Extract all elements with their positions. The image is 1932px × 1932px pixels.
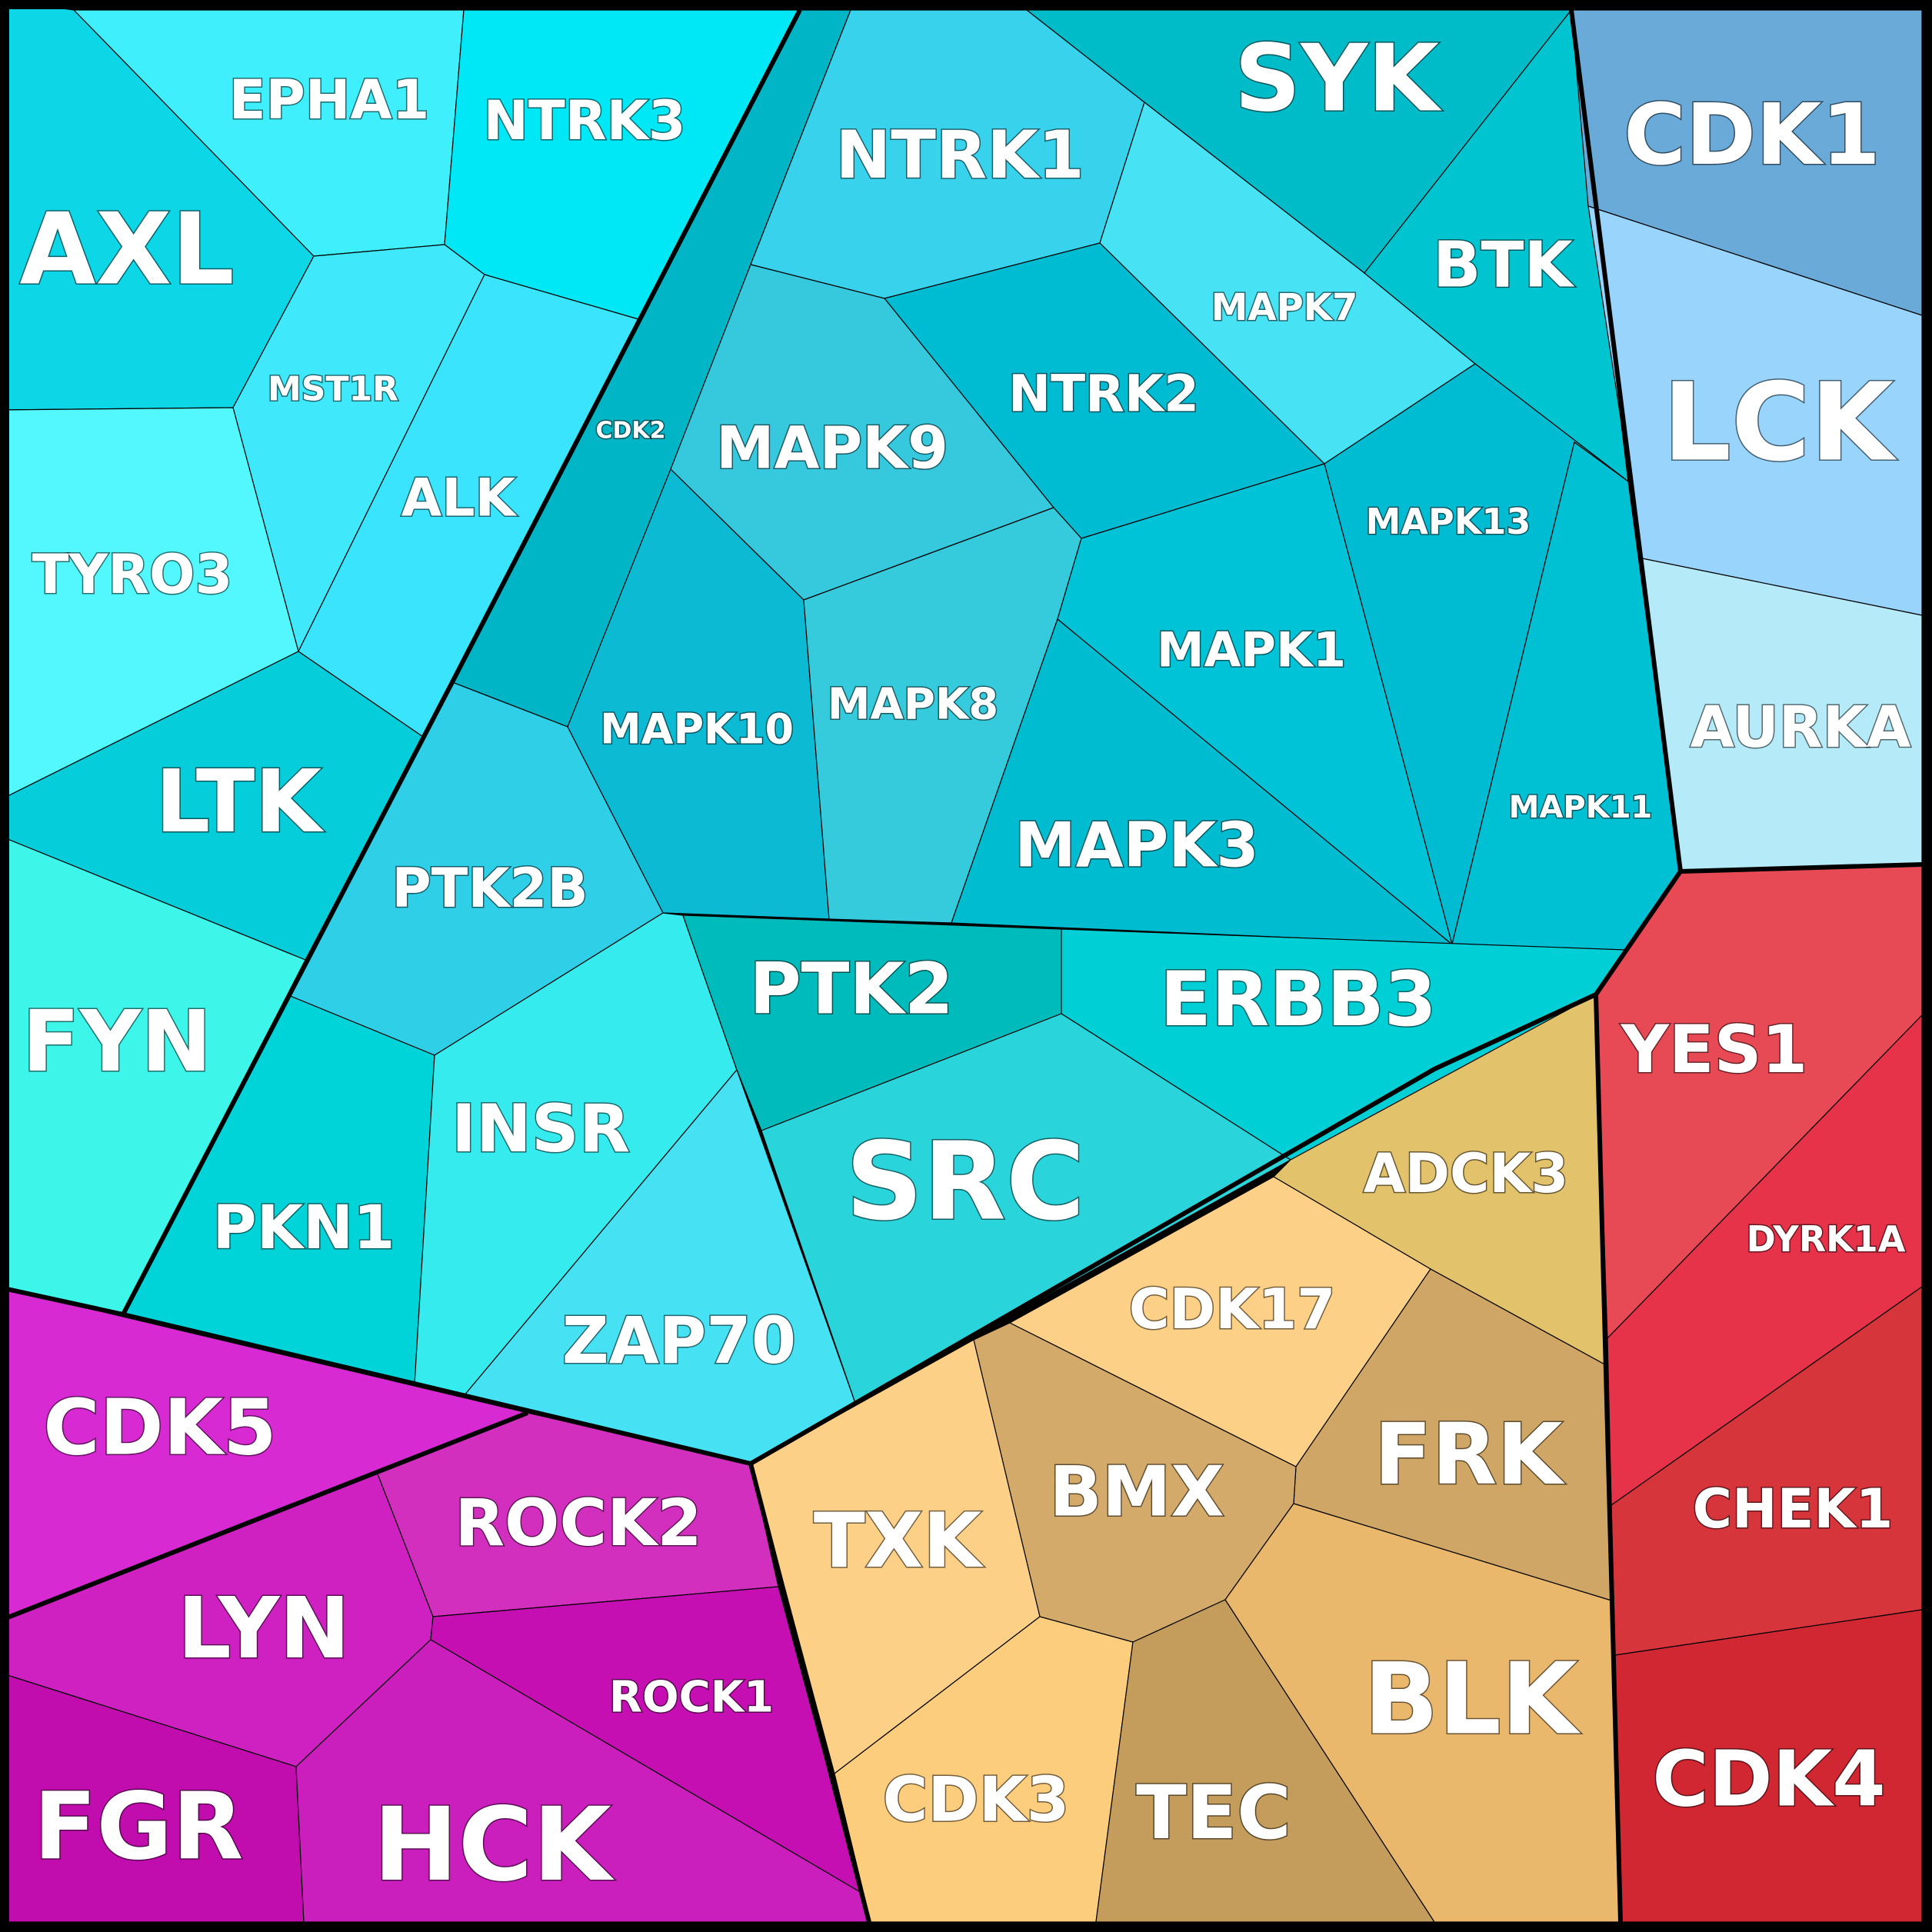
cell-label-aurka: AURKA [1690, 695, 1911, 761]
cell-label-tyro3: TYRO3 [32, 543, 233, 606]
group-border-line [122, 1312, 751, 1466]
cell-label-mapk9: MAPK9 [716, 414, 948, 482]
cell-tec [1095, 1599, 1436, 1923]
cell-label-mapk10: MAPK10 [600, 705, 794, 754]
cell-label-epha1: EPHA1 [229, 68, 430, 132]
cell-label-cdk4: CDK4 [1652, 1734, 1885, 1824]
cell-label-txk: TXK [814, 1497, 984, 1585]
cell-label-fgr: FGR [34, 1774, 244, 1881]
cell-blk [1224, 1503, 1621, 1923]
cell-label-ltk: LTK [155, 752, 325, 852]
cell-label-src: SRC [845, 1120, 1084, 1245]
cell-label-hck: HCK [373, 1786, 615, 1904]
cell-label-cdk5: CDK5 [43, 1383, 276, 1473]
cell-label-axl: AXL [19, 193, 234, 308]
cell-label-ptk2b: PTK2B [391, 857, 588, 920]
cell-label-rock2: ROCK2 [455, 1485, 701, 1561]
group-border-line [0, 1411, 529, 1623]
cell-label-mapk3: MAPK3 [1014, 810, 1259, 881]
cell-label-ptk2: PTK2 [749, 948, 954, 1031]
cell-mapk3 [951, 618, 1454, 945]
cell-label-ntrk1: NTRK1 [835, 117, 1084, 194]
group-borders [0, 8, 1923, 1923]
cell-label-mapk1: MAPK1 [1157, 622, 1346, 678]
cell-label-cdk1: CDK1 [1624, 85, 1880, 184]
cell-label-lyn: LYN [178, 1579, 351, 1677]
cell-label-btk: BTK [1433, 229, 1575, 302]
cell-label-mst1r: MST1R [268, 370, 398, 409]
cell-mapk10 [567, 468, 830, 920]
cell-label-adck3: ADCK3 [1364, 1142, 1569, 1205]
group-border-line [748, 1463, 871, 1923]
cell-label-rock1: ROCK1 [609, 1673, 774, 1723]
group-border-line [1680, 862, 1923, 874]
cell-label-mapk8: MAPK8 [828, 680, 998, 730]
cell-label-syk: SYK [1234, 26, 1442, 133]
cell-label-tec: TEC [1136, 1770, 1291, 1856]
labels-layer: AXL EPHA1 NTRK3 MST1R ALK TYRO3 LTK FYN CDK2 NTRK… [18, 25, 1912, 1906]
cell-label-ntrk3: NTRK3 [483, 89, 685, 152]
cell-label-blk: BLK [1364, 1643, 1581, 1757]
cell-label-mapk11: MAPK11 [1509, 790, 1653, 825]
cell-label-dyrk1a: DYRK1A [1747, 1218, 1906, 1260]
cell-label-cdk17: CDK17 [1129, 1277, 1336, 1341]
cell-label-erbb3: ERBB3 [1160, 956, 1437, 1044]
cell-label-mapk7: MAPK7 [1211, 286, 1358, 329]
cell-label-alk: ALK [401, 468, 518, 529]
cell-label-lck: LCK [1663, 361, 1897, 486]
cell-label-chek1: CHEK1 [1693, 1477, 1894, 1541]
cell-label-insr: INSR [451, 1091, 630, 1168]
cell-label-ntrk2: NTRK2 [1008, 365, 1199, 424]
cell-label-pkn1: PKN1 [212, 1194, 395, 1263]
cell-label-zap70: ZAP70 [562, 1303, 796, 1378]
cell-label-cdk3: CDK3 [883, 1764, 1070, 1836]
cell-label-yes1: YES1 [1621, 1011, 1808, 1088]
cell-label-cdk2: CDK2 [595, 418, 665, 445]
group-border-line [1594, 994, 1623, 1923]
cell-label-bmx: BMX [1049, 1452, 1224, 1533]
cell-label-fyn: FYN [22, 992, 212, 1091]
group-border-line [0, 8, 802, 1317]
cell-label-frk: FRK [1374, 1405, 1565, 1504]
cell-label-mapk13: MAPK13 [1366, 501, 1531, 542]
